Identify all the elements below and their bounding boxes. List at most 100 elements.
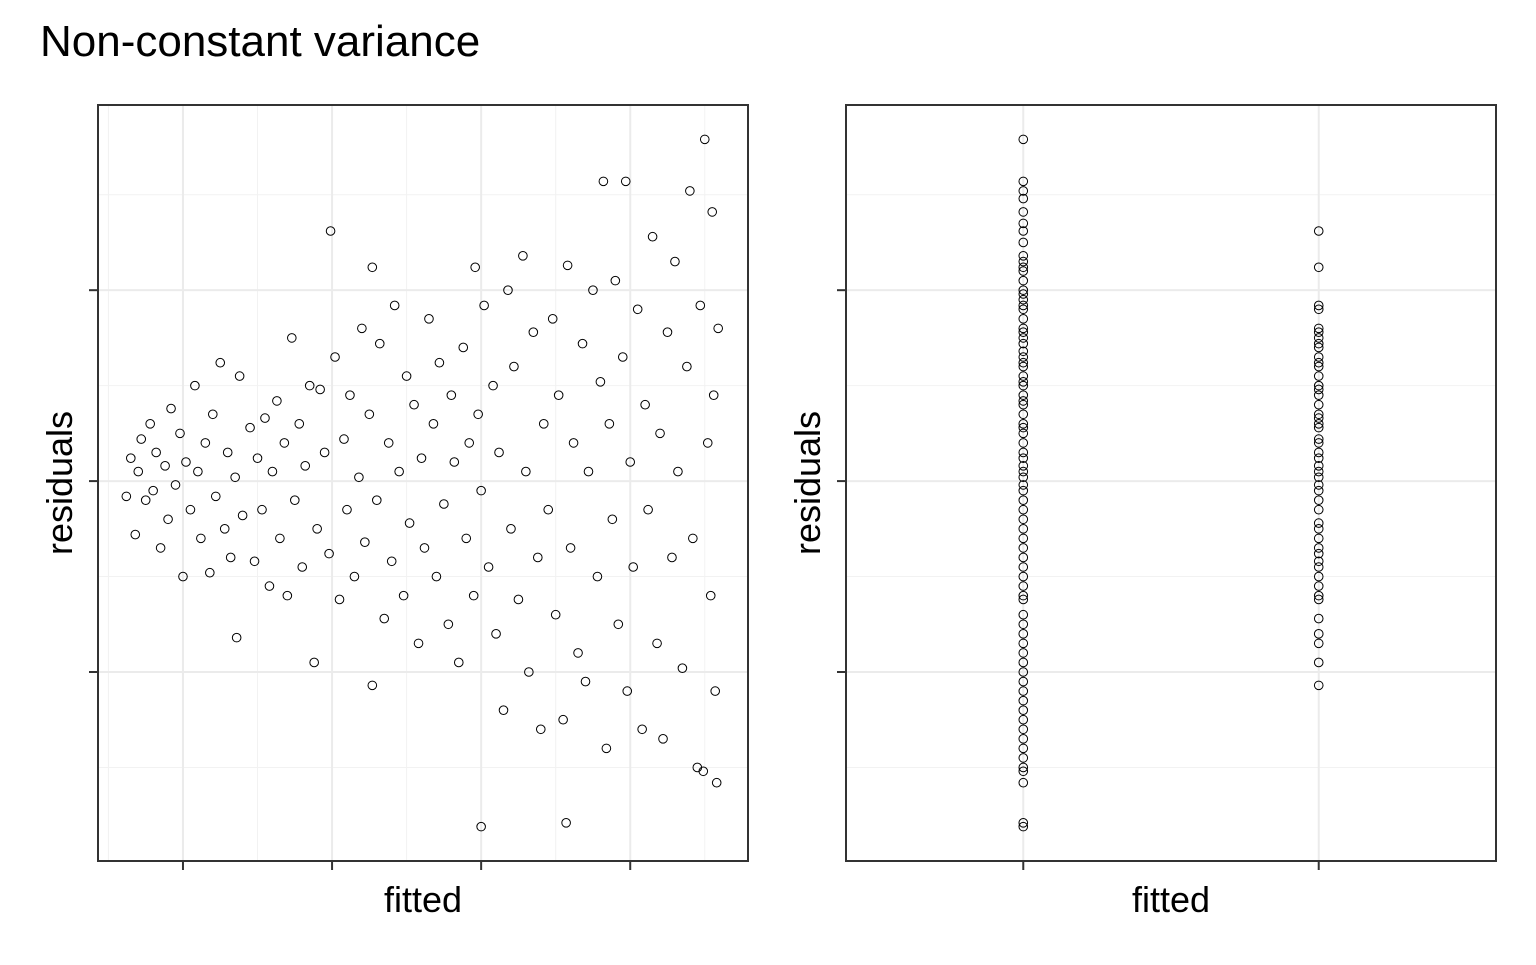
point bbox=[503, 285, 513, 295]
point bbox=[1313, 226, 1324, 236]
point bbox=[488, 380, 498, 391]
point bbox=[413, 638, 424, 649]
point bbox=[315, 384, 325, 395]
point bbox=[342, 504, 352, 515]
point bbox=[521, 466, 531, 477]
point bbox=[1018, 466, 1029, 477]
point bbox=[1018, 571, 1029, 582]
point bbox=[476, 821, 486, 832]
point bbox=[185, 504, 196, 515]
point bbox=[688, 533, 698, 544]
point bbox=[1313, 323, 1324, 334]
point bbox=[257, 504, 267, 515]
point bbox=[509, 361, 519, 372]
point bbox=[155, 543, 166, 553]
point bbox=[1313, 562, 1324, 572]
point bbox=[1018, 419, 1029, 429]
point bbox=[1313, 485, 1324, 496]
point bbox=[1018, 590, 1029, 601]
point bbox=[1018, 237, 1029, 248]
point bbox=[136, 434, 147, 444]
x-axis-label: fitted bbox=[384, 879, 462, 920]
point bbox=[1018, 346, 1029, 357]
point bbox=[304, 380, 315, 391]
x-axis-label: fitted bbox=[1132, 879, 1210, 920]
point bbox=[1313, 453, 1324, 463]
point bbox=[461, 533, 472, 544]
point bbox=[473, 409, 483, 420]
point bbox=[260, 413, 270, 423]
point bbox=[1018, 207, 1029, 217]
point bbox=[583, 466, 594, 477]
point bbox=[1018, 619, 1029, 630]
point bbox=[1313, 338, 1324, 349]
point bbox=[175, 428, 185, 439]
point bbox=[1313, 434, 1324, 444]
panel-border bbox=[97, 104, 749, 862]
point bbox=[702, 438, 713, 448]
point bbox=[538, 419, 549, 429]
point bbox=[215, 357, 226, 368]
point bbox=[710, 686, 721, 696]
point bbox=[620, 176, 631, 187]
point bbox=[1018, 176, 1029, 187]
point bbox=[1313, 548, 1324, 559]
point bbox=[282, 590, 293, 601]
point bbox=[573, 648, 583, 658]
point bbox=[1018, 289, 1029, 299]
point bbox=[662, 327, 673, 337]
point bbox=[178, 571, 188, 582]
point bbox=[1313, 581, 1324, 591]
point bbox=[677, 663, 688, 673]
point bbox=[170, 480, 181, 490]
point bbox=[1018, 333, 1029, 343]
point bbox=[1313, 556, 1324, 567]
point bbox=[1313, 638, 1324, 649]
point bbox=[588, 285, 598, 295]
point bbox=[324, 548, 334, 559]
point bbox=[140, 495, 151, 505]
point bbox=[439, 499, 449, 509]
point bbox=[1018, 743, 1029, 754]
point bbox=[225, 552, 236, 563]
point bbox=[707, 207, 718, 217]
point bbox=[428, 419, 439, 429]
point bbox=[1313, 390, 1324, 400]
point bbox=[1018, 438, 1029, 448]
point bbox=[219, 524, 230, 534]
point bbox=[705, 590, 716, 601]
point bbox=[267, 466, 278, 477]
point bbox=[334, 594, 345, 605]
point bbox=[1313, 361, 1324, 372]
point bbox=[513, 594, 524, 605]
point bbox=[360, 537, 370, 547]
point bbox=[617, 352, 628, 362]
point bbox=[394, 466, 404, 477]
point bbox=[1313, 613, 1324, 624]
point bbox=[543, 504, 554, 515]
point bbox=[1018, 352, 1029, 362]
point bbox=[1018, 422, 1029, 433]
point bbox=[1018, 766, 1029, 777]
point bbox=[1313, 680, 1324, 691]
point bbox=[1018, 514, 1029, 525]
point bbox=[1313, 409, 1324, 420]
point bbox=[565, 543, 576, 553]
point bbox=[190, 380, 200, 391]
point bbox=[231, 632, 242, 643]
point bbox=[1313, 262, 1324, 273]
point bbox=[1018, 377, 1029, 387]
point bbox=[1018, 562, 1029, 572]
point bbox=[1018, 371, 1029, 381]
point bbox=[604, 419, 615, 429]
point bbox=[364, 409, 375, 420]
point bbox=[561, 818, 571, 828]
point bbox=[647, 231, 658, 242]
point bbox=[1018, 524, 1029, 534]
panel-border bbox=[845, 104, 1497, 862]
point bbox=[1018, 705, 1029, 715]
point bbox=[196, 533, 206, 544]
point bbox=[151, 447, 161, 458]
point bbox=[1018, 447, 1029, 458]
